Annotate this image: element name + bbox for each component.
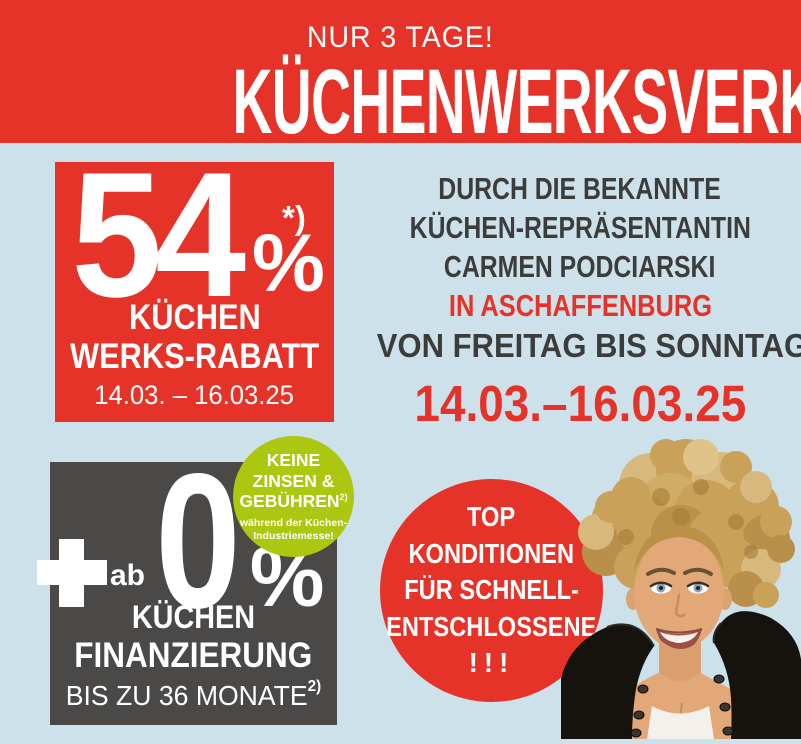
banner-headline-text: KÜCHENWERKSVERKAUF — [232, 51, 801, 153]
discount-percent-row: 54 *) % — [55, 135, 334, 334]
discount-percent-sign: % — [252, 218, 325, 310]
plus-icon — [37, 539, 107, 607]
discount-title-line1: KÜCHEN — [128, 298, 261, 337]
discount-percent-sign-col: *) % — [252, 198, 325, 310]
financing-text: KÜCHEN FINANZIERUNG BIS ZU 36 MONATE2) — [50, 601, 337, 712]
badge-line-2: ZINSEN & — [252, 470, 335, 491]
banner-topline: NUR 3 TAGE! — [0, 21, 801, 55]
info-line-1: DURCH DIE BEKANNTE — [438, 171, 722, 206]
financing-title-line1: KÜCHEN — [131, 599, 256, 635]
white-top — [647, 706, 714, 739]
neck — [659, 639, 701, 685]
circle-line-2: KONDITIONEN — [408, 537, 575, 569]
discount-text: KÜCHEN WERKS-RABATT 14.03. – 16.03.25 — [55, 300, 334, 411]
info-line-2: KÜCHEN-REPRÄSENTANTIN — [409, 210, 751, 246]
banner-topline-text: NUR 3 TAGE! — [307, 21, 494, 54]
badge-line-1: KEINE — [266, 450, 321, 471]
portrait-photo-svg — [561, 439, 801, 740]
badge-smallprint: während der Küchen- Industriemesse! — [240, 517, 347, 543]
discount-percent-value: 54 — [71, 135, 246, 334]
discount-title-line2: WERKS-RABATT — [69, 337, 320, 376]
portrait-photo — [561, 427, 801, 740]
financing-zero-value: 0 — [155, 433, 240, 648]
jacket — [561, 611, 801, 739]
info-representative-name: CARMEN PODCIARSKI — [444, 249, 716, 285]
badge-line-3: GEBÜHREN2) — [239, 491, 348, 512]
circle-line-1: TOP — [467, 501, 516, 533]
discount-footnote-marker: *) — [282, 198, 306, 236]
financing-footnote-marker: 2) — [307, 678, 322, 695]
discount-dates: 14.03. – 16.03.25 — [94, 380, 295, 410]
no-interest-badge: KEINE ZINSEN & GEBÜHREN2) während der Kü… — [233, 436, 354, 557]
info-days: VON FREITAG BIS SONNTAG — [376, 327, 801, 365]
financing-duration: BIS ZU 36 MONATE2) — [65, 678, 322, 711]
face — [634, 535, 724, 649]
hairline — [634, 525, 724, 572]
circle-line-4: ENTSCHLOSSENE — [386, 610, 597, 642]
discount-box: 54 *) % KÜCHEN WERKS-RABATT 14.03. – 16.… — [55, 135, 334, 422]
event-info: DURCH DIE BEKANNTE KÜCHEN-REPRÄSENTANTIN… — [363, 169, 801, 433]
flyer-body: 54 *) % KÜCHEN WERKS-RABATT 14.03. – 16.… — [0, 135, 801, 740]
nose — [674, 593, 686, 618]
eyes — [649, 581, 710, 594]
badge-smallprint-line1: während der Küchen- — [239, 516, 348, 529]
jacket-buttons — [630, 674, 734, 738]
financing-box: ab 0 % KÜCHEN FINANZIERUNG BIS ZU 36 MON… — [37, 433, 337, 725]
top-banner: NUR 3 TAGE! KÜCHENWERKSVERKAUF — [0, 0, 801, 148]
financing-ab-label: ab — [110, 558, 146, 592]
banner-headline: KÜCHENWERKSVERKAUF — [0, 56, 801, 148]
eyebrow-right — [683, 567, 713, 576]
financing-title-line2: FINANZIERUNG — [74, 636, 313, 675]
info-location: IN ASCHAFFENBURG — [448, 288, 712, 324]
top-conditions-circle: TOP KONDITIONEN FÜR SCHNELL- ENTSCHLOSSE… — [380, 479, 603, 702]
badge-smallprint-line2: Industriemesse! — [253, 529, 334, 542]
info-dates: 14.03.–16.03.25 — [414, 375, 746, 433]
badge-footnote-marker: 2) — [339, 492, 348, 503]
circle-line-3: FÜR SCHNELL- — [404, 574, 579, 606]
eyebrow-left — [646, 567, 676, 576]
circle-exclamations: !!! — [468, 647, 515, 679]
